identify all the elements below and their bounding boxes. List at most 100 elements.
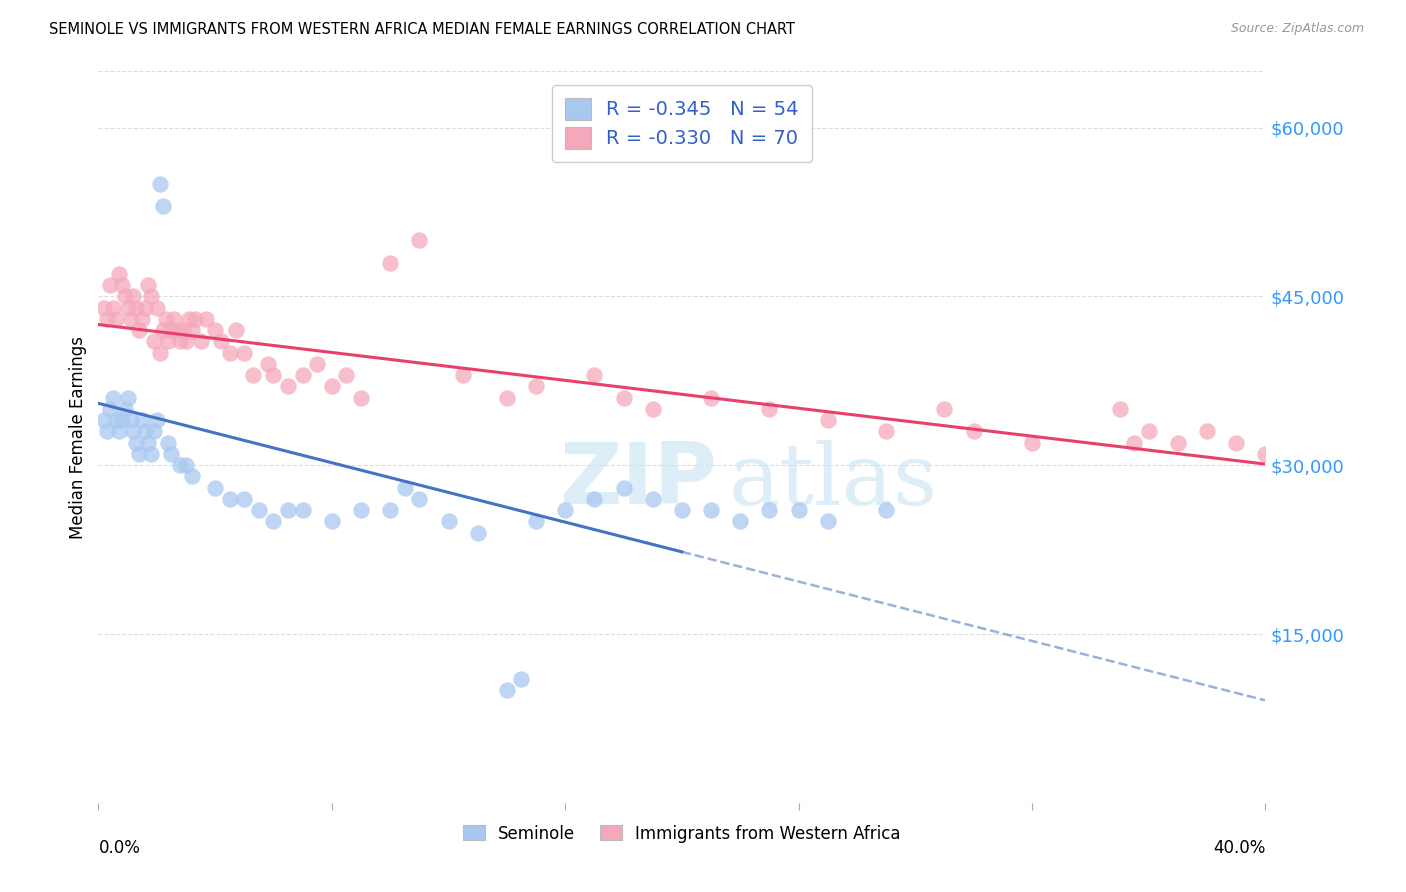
- Point: [96, 312, 118, 326]
- Point: [875, 503, 897, 517]
- Point: [108, 267, 131, 281]
- Point: [730, 515, 752, 529]
- Point: [437, 515, 460, 529]
- Point: [136, 435, 159, 450]
- Point: [104, 312, 127, 326]
- Point: [93, 413, 115, 427]
- Point: [104, 413, 127, 427]
- Point: [613, 391, 636, 405]
- Point: [114, 401, 136, 416]
- Point: [247, 503, 270, 517]
- Point: [209, 334, 232, 349]
- Point: [160, 323, 183, 337]
- Point: [394, 481, 416, 495]
- Text: 0.0%: 0.0%: [98, 839, 141, 857]
- Text: ZIP: ZIP: [560, 440, 717, 523]
- Point: [183, 312, 205, 326]
- Point: [225, 323, 247, 337]
- Point: [787, 503, 810, 517]
- Point: [180, 323, 202, 337]
- Point: [149, 177, 172, 191]
- Point: [122, 289, 145, 303]
- Point: [1123, 435, 1146, 450]
- Point: [204, 481, 226, 495]
- Point: [114, 289, 136, 303]
- Point: [671, 503, 693, 517]
- Point: [169, 334, 191, 349]
- Point: [758, 503, 780, 517]
- Point: [583, 491, 606, 506]
- Point: [1167, 435, 1189, 450]
- Point: [380, 255, 402, 269]
- Point: [169, 458, 191, 473]
- Text: SEMINOLE VS IMMIGRANTS FROM WESTERN AFRICA MEDIAN FEMALE EARNINGS CORRELATION CH: SEMINOLE VS IMMIGRANTS FROM WESTERN AFRI…: [49, 22, 796, 37]
- Point: [242, 368, 264, 383]
- Point: [277, 379, 299, 393]
- Point: [93, 301, 115, 315]
- Point: [131, 312, 153, 326]
- Point: [172, 323, 194, 337]
- Point: [263, 368, 285, 383]
- Point: [291, 368, 314, 383]
- Point: [120, 413, 142, 427]
- Point: [700, 391, 723, 405]
- Point: [177, 312, 200, 326]
- Point: [166, 323, 188, 337]
- Point: [125, 301, 148, 315]
- Point: [146, 413, 169, 427]
- Point: [96, 425, 118, 439]
- Point: [613, 481, 636, 495]
- Point: [195, 312, 218, 326]
- Point: [174, 458, 197, 473]
- Point: [758, 401, 780, 416]
- Point: [380, 503, 402, 517]
- Point: [98, 401, 121, 416]
- Point: [134, 301, 156, 315]
- Point: [117, 301, 139, 315]
- Point: [218, 491, 240, 506]
- Point: [111, 278, 134, 293]
- Point: [321, 515, 343, 529]
- Point: [335, 368, 357, 383]
- Point: [155, 312, 177, 326]
- Point: [152, 323, 174, 337]
- Point: [256, 357, 278, 371]
- Point: [117, 391, 139, 405]
- Point: [142, 334, 165, 349]
- Point: [700, 503, 723, 517]
- Point: [160, 447, 183, 461]
- Point: [1137, 425, 1160, 439]
- Point: [101, 301, 124, 315]
- Point: [1254, 447, 1277, 461]
- Point: [1021, 435, 1043, 450]
- Point: [524, 515, 547, 529]
- Point: [128, 323, 150, 337]
- Point: [125, 435, 148, 450]
- Point: [875, 425, 897, 439]
- Text: atlas: atlas: [728, 440, 938, 523]
- Point: [136, 278, 159, 293]
- Point: [134, 425, 156, 439]
- Point: [641, 401, 664, 416]
- Point: [174, 334, 197, 349]
- Point: [122, 425, 145, 439]
- Point: [233, 345, 256, 359]
- Text: 40.0%: 40.0%: [1213, 839, 1265, 857]
- Point: [146, 301, 169, 315]
- Text: Source: ZipAtlas.com: Source: ZipAtlas.com: [1230, 22, 1364, 36]
- Point: [139, 289, 162, 303]
- Y-axis label: Median Female Earnings: Median Female Earnings: [69, 335, 87, 539]
- Point: [1197, 425, 1219, 439]
- Point: [157, 435, 180, 450]
- Point: [157, 334, 180, 349]
- Point: [152, 199, 174, 213]
- Point: [583, 368, 606, 383]
- Point: [149, 345, 172, 359]
- Point: [350, 391, 373, 405]
- Point: [277, 503, 299, 517]
- Point: [408, 491, 430, 506]
- Point: [142, 425, 165, 439]
- Point: [204, 323, 226, 337]
- Point: [101, 391, 124, 405]
- Point: [163, 312, 186, 326]
